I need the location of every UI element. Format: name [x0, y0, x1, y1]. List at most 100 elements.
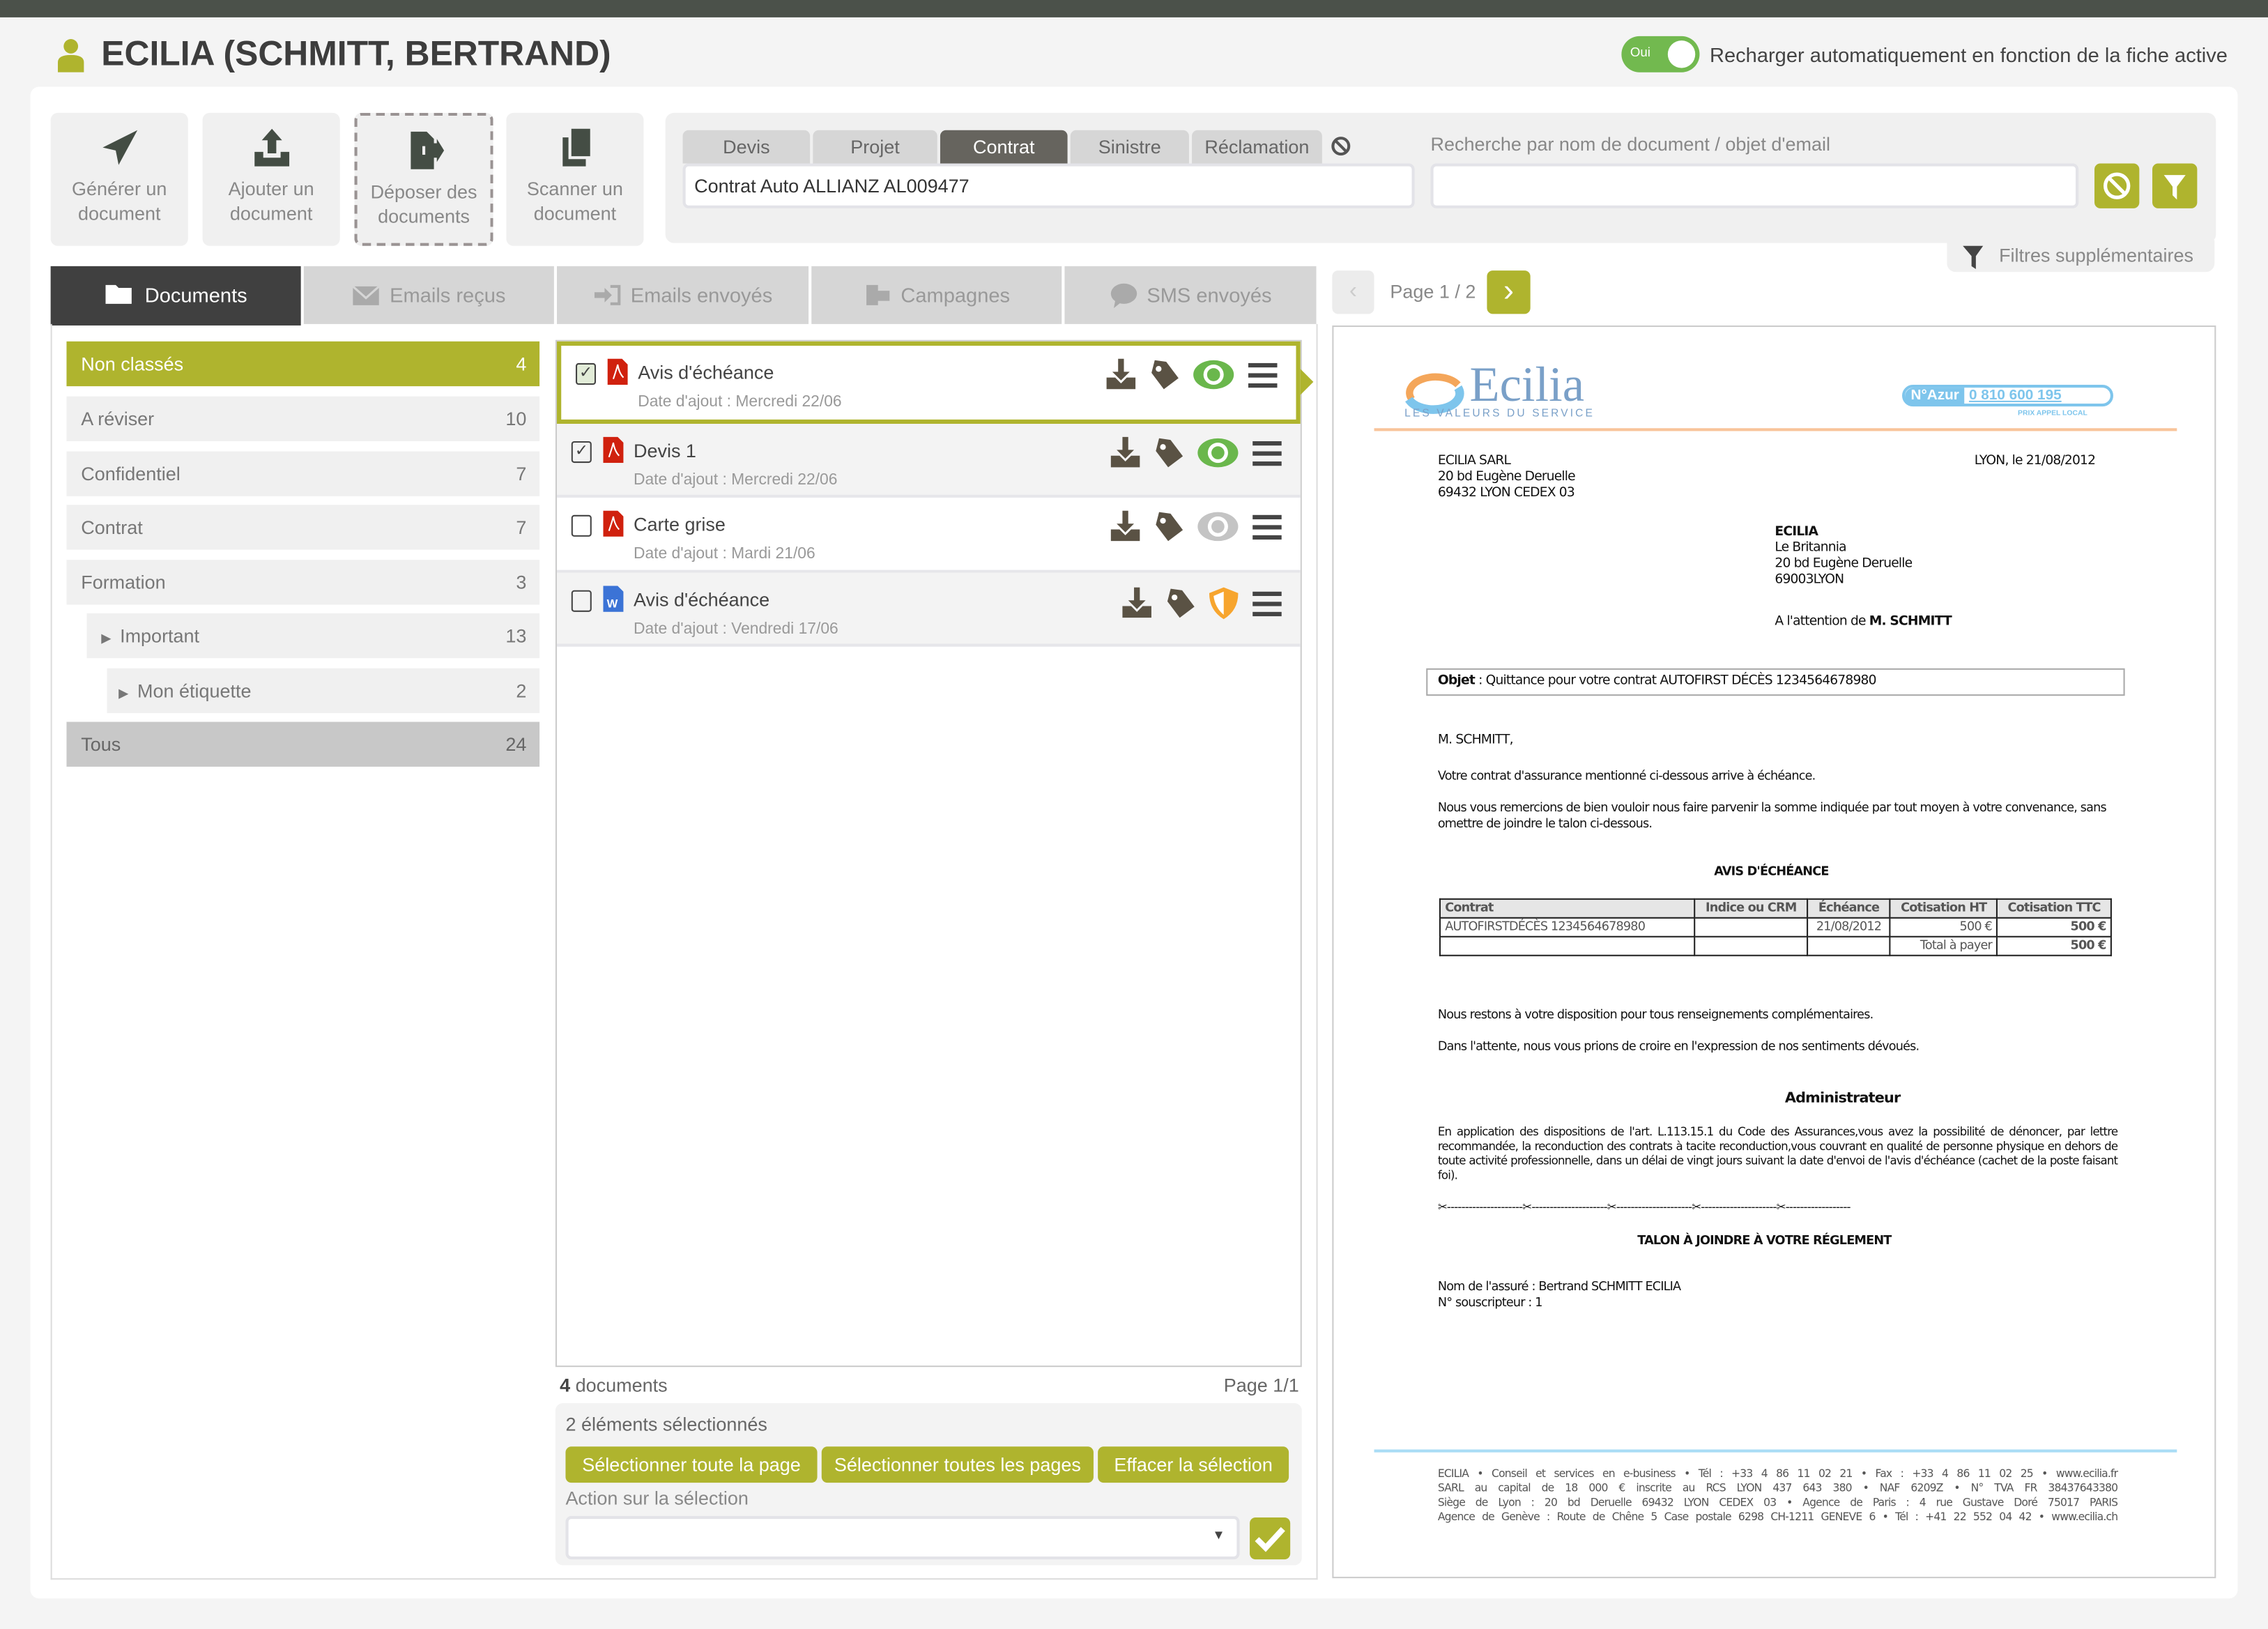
download-icon[interactable] [1105, 358, 1137, 391]
selection-summary: 2 éléments sélectionnés [565, 1413, 767, 1435]
document-date: Date d'ajout : Mercredi 22/06 [633, 471, 838, 489]
documents-panel [50, 323, 1318, 1580]
tag-icon[interactable] [1165, 588, 1197, 620]
tag-icon[interactable] [1149, 359, 1181, 391]
caret-down-icon: ▼ [1212, 1527, 1225, 1543]
drop-documents-zone[interactable]: Déposer des documents [354, 112, 493, 246]
document-date: Date d'ajout : Mercredi 22/06 [638, 393, 842, 411]
tab-documents[interactable]: Documents [50, 266, 301, 326]
search-input[interactable] [1430, 163, 2079, 208]
shield-icon[interactable] [1208, 586, 1240, 620]
upload-icon [254, 128, 289, 167]
ecilia-logo: Ecilia [1469, 358, 1585, 413]
context-tab-reclamation[interactable]: Réclamation [1192, 130, 1322, 164]
context-tab-projet[interactable]: Projet [813, 130, 937, 164]
row-checkbox[interactable] [571, 590, 592, 612]
filter-icon [1963, 245, 1984, 270]
letter-object: Objet : Quittance pour votre contrat AUT… [1426, 668, 2125, 696]
document-preview: Ecilia LES VALEURS DU SERVICE N°Azur 0 8… [1332, 325, 2216, 1579]
select-all-pages-button[interactable]: Sélectionner toutes les pages [821, 1446, 1094, 1483]
document-row[interactable]: ✓ Avis d'échéance Date d'ajout : Mercred… [556, 341, 1301, 425]
row-checkbox[interactable]: ✓ [571, 441, 592, 464]
cut-line: ✂---------------------✂-----------------… [1437, 1200, 1851, 1214]
scan-document-button[interactable]: Scanner un document [506, 112, 644, 246]
eye-icon[interactable] [1196, 511, 1239, 543]
document-row[interactable]: W Avis d'échéance Date d'ajout : Vendred… [556, 572, 1301, 647]
category-important[interactable]: ▶ Important 13 [86, 613, 540, 659]
menu-icon[interactable] [1251, 589, 1283, 618]
svg-text:W: W [607, 597, 618, 611]
eye-icon[interactable] [1196, 437, 1239, 469]
file-export-icon [411, 131, 445, 169]
search-label: Recherche par nom de document / objet d'… [1430, 132, 1831, 155]
menu-icon[interactable] [1251, 438, 1283, 468]
due-notice-table: Contrat Indice ou CRM Échéance Cotisation H… [1439, 898, 2112, 956]
ecilia-logo-icon [1405, 373, 1464, 414]
user-icon [58, 39, 84, 72]
pdf-file-icon [603, 436, 624, 464]
auto-reload-toggle[interactable]: Oui [1621, 36, 1700, 72]
caret-right-icon[interactable]: ▶ [101, 630, 112, 645]
selected-arrow-icon [1300, 369, 1314, 395]
menu-icon[interactable] [1251, 512, 1283, 542]
download-icon[interactable] [1110, 436, 1142, 469]
context-tab-devis[interactable]: Devis [682, 130, 811, 164]
clear-search-button[interactable] [2094, 163, 2140, 208]
category-formation[interactable]: Formation 3 [66, 560, 540, 605]
tab-sms-envoyes[interactable]: SMS envoyés [1064, 266, 1317, 324]
filter-icon [2163, 175, 2186, 200]
category-confidentiel[interactable]: Confidentiel 7 [66, 451, 540, 496]
pdf-file-icon [607, 358, 628, 385]
menu-icon[interactable] [1247, 360, 1279, 390]
document-row[interactable]: Carte grise Date d'ajout : Mardi 21/06 [556, 497, 1301, 573]
category-mon-etiquette[interactable]: ▶ Mon étiquette 2 [107, 668, 540, 714]
download-icon[interactable] [1110, 510, 1142, 543]
category-tous[interactable]: Tous 24 [66, 721, 540, 767]
paper-plane-icon [102, 130, 137, 165]
apply-action-button[interactable] [1250, 1517, 1291, 1560]
apply-filter-button[interactable] [2152, 163, 2198, 208]
document-row[interactable]: ✓ Devis 1 Date d'ajout : Mercredi 22/06 [556, 424, 1301, 498]
tab-campagnes[interactable]: Campagnes [811, 266, 1062, 324]
context-tab-contrat[interactable]: Contrat [940, 130, 1068, 164]
tag-icon[interactable] [1153, 437, 1185, 469]
context-value-field[interactable]: Contrat Auto ALLIANZ AL009477 [682, 163, 1415, 208]
tab-emails-envoyes[interactable]: Emails envoyés [556, 266, 809, 324]
generate-document-button[interactable]: Générer un document [50, 112, 188, 246]
tag-icon[interactable] [1153, 511, 1185, 543]
document-name[interactable]: Carte grise [633, 513, 726, 535]
envelope-icon [353, 285, 381, 305]
top-bar [0, 0, 2268, 17]
document-list: ✓ Avis d'échéance Date d'ajout : Mercred… [555, 339, 1302, 1368]
extra-filters-toggle[interactable]: Filtres supplémentaires [1947, 240, 2215, 273]
ban-icon [2104, 172, 2131, 199]
word-file-icon: W [603, 586, 624, 612]
chevron-right-icon: › [1503, 272, 1515, 309]
add-document-button[interactable]: Ajouter un document [202, 112, 340, 246]
document-date: Date d'ajout : Mardi 21/06 [633, 545, 815, 563]
chevron-left-icon: ‹ [1349, 279, 1357, 304]
eye-icon[interactable] [1192, 359, 1235, 391]
caret-right-icon[interactable]: ▶ [118, 685, 129, 701]
auto-reload-label: Recharger automatiquement en fonction de… [1710, 43, 2228, 67]
category-a-reviser[interactable]: A réviser 10 [66, 396, 540, 441]
category-contrat[interactable]: Contrat 7 [66, 505, 540, 550]
prev-page-button[interactable]: ‹ [1332, 270, 1374, 314]
tab-emails-recus[interactable]: Emails reçus [303, 266, 554, 324]
document-name[interactable]: Devis 1 [633, 439, 696, 462]
category-non-classes[interactable]: Non classés 4 [66, 341, 540, 387]
download-icon[interactable] [1121, 587, 1153, 620]
row-checkbox[interactable] [571, 514, 592, 537]
select-page-button[interactable]: Sélectionner toute la page [565, 1446, 818, 1483]
action-select[interactable]: ▼ [565, 1515, 1240, 1560]
clear-context-icon[interactable] [1331, 136, 1351, 156]
document-name[interactable]: Avis d'échéance [638, 361, 774, 383]
pdf-file-icon [603, 510, 624, 537]
sms-icon [1110, 283, 1137, 309]
document-date: Date d'ajout : Vendredi 17/06 [633, 620, 838, 638]
next-page-button[interactable]: › [1487, 270, 1531, 314]
context-tab-sinistre[interactable]: Sinistre [1070, 130, 1189, 164]
row-checkbox[interactable]: ✓ [575, 362, 597, 385]
clear-selection-button[interactable]: Effacer la sélection [1098, 1446, 1289, 1483]
document-name[interactable]: Avis d'échéance [633, 588, 770, 611]
